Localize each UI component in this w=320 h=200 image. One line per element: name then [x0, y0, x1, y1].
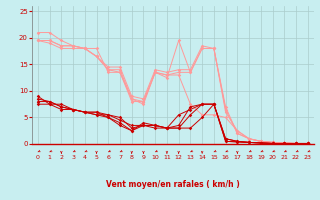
X-axis label: Vent moyen/en rafales ( km/h ): Vent moyen/en rafales ( km/h ) [106, 180, 240, 189]
